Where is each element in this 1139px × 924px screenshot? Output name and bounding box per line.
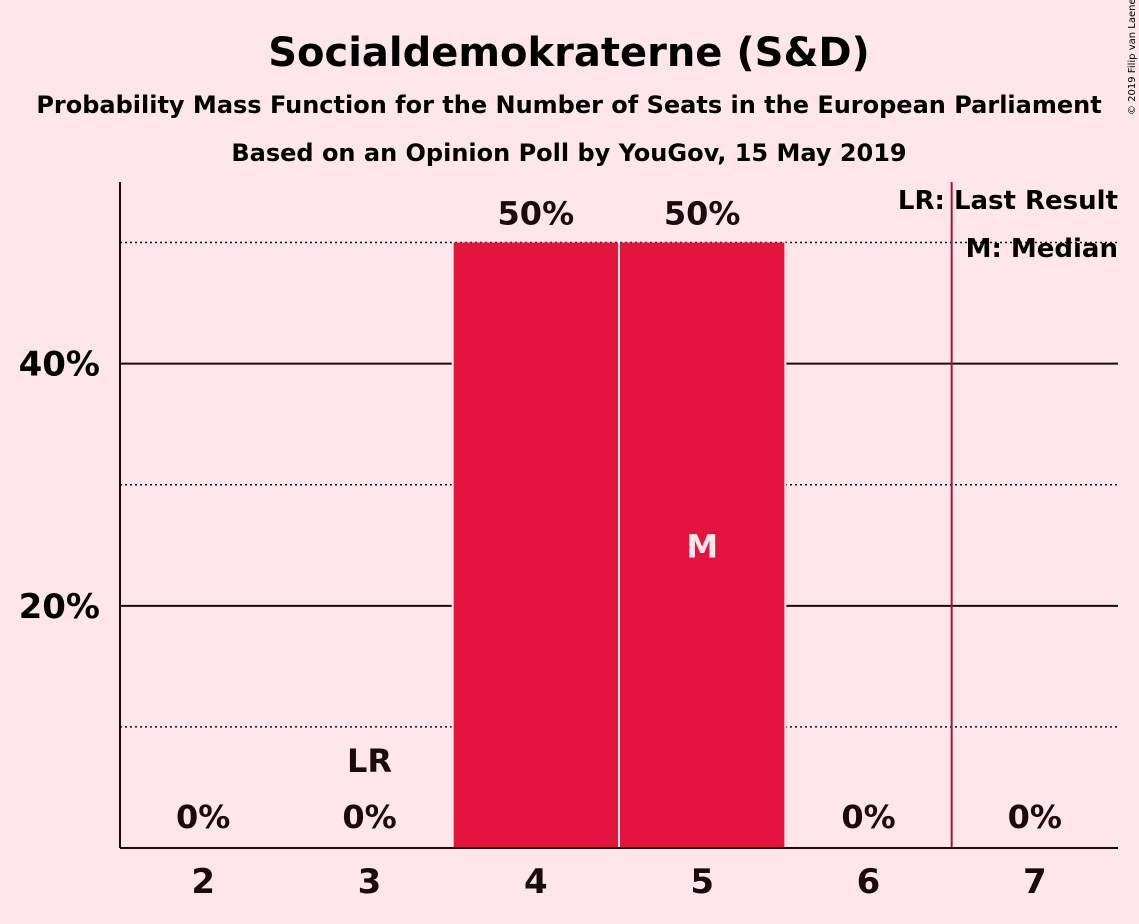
x-tick-label: 2: [191, 862, 215, 902]
data-label: 50%: [498, 195, 575, 233]
x-tick-label: 6: [857, 862, 881, 902]
x-tick-label: 5: [690, 862, 714, 902]
bar: [453, 242, 618, 848]
data-label: 0%: [342, 798, 396, 836]
bar: [620, 242, 785, 848]
x-tick-label: 7: [1023, 862, 1047, 902]
legend-median: M: Median: [966, 234, 1118, 264]
legend-last-result: LR: Last Result: [898, 186, 1118, 216]
median-marker: M: [686, 527, 718, 565]
chart-subtitle: Probability Mass Function for the Number…: [36, 91, 1101, 119]
data-label: 0%: [176, 798, 230, 836]
chart-title: Socialdemokraterne (S&D): [268, 30, 870, 76]
y-tick-label: 40%: [19, 345, 100, 385]
data-label: 50%: [664, 195, 741, 233]
last-result-marker: LR: [347, 742, 392, 780]
bars: [451, 242, 787, 848]
data-labels: 0% 0% 50% 50% 0% 0% 2 3 4 5 6 7 LR M: [176, 182, 1062, 902]
chart-source: Based on an Opinion Poll by YouGov, 15 M…: [231, 139, 906, 167]
data-label: 0%: [841, 798, 895, 836]
copyright-note: © 2019 Filip van Laenen: [1127, 0, 1138, 115]
x-tick-label: 3: [358, 862, 382, 902]
data-label: 0%: [1008, 798, 1062, 836]
axes: [119, 182, 1118, 849]
y-tick-label: 20%: [19, 587, 100, 627]
x-tick-label: 4: [524, 862, 548, 902]
